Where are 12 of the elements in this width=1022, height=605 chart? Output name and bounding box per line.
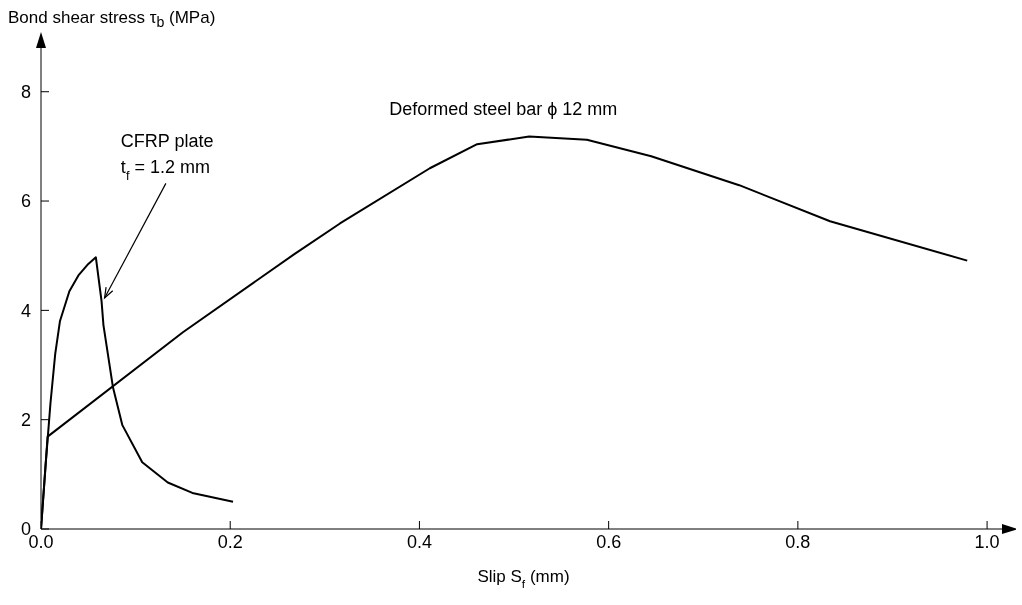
y-tick-label: 4 <box>20 300 31 321</box>
x-tick-label: 0.4 <box>406 531 432 552</box>
y-tick-label: 8 <box>20 82 31 103</box>
x-tick-label: 1.0 <box>974 531 1000 552</box>
x-tick-label: 0.6 <box>596 531 622 552</box>
x-tick-label: 0.8 <box>785 531 811 552</box>
y-axis-title: Bond shear stress τ$_{b}$ (MPa) <box>8 8 216 31</box>
text: CFRP plate t$_{f}$ = 1.2 mm <box>120 131 214 184</box>
x-tick-label: 0.2 <box>217 531 243 552</box>
y-tick-label: 6 <box>20 191 31 212</box>
y-tick-label: 2 <box>20 409 31 430</box>
series-label: Deformed steel bar ϕ 12 mm <box>389 98 618 119</box>
